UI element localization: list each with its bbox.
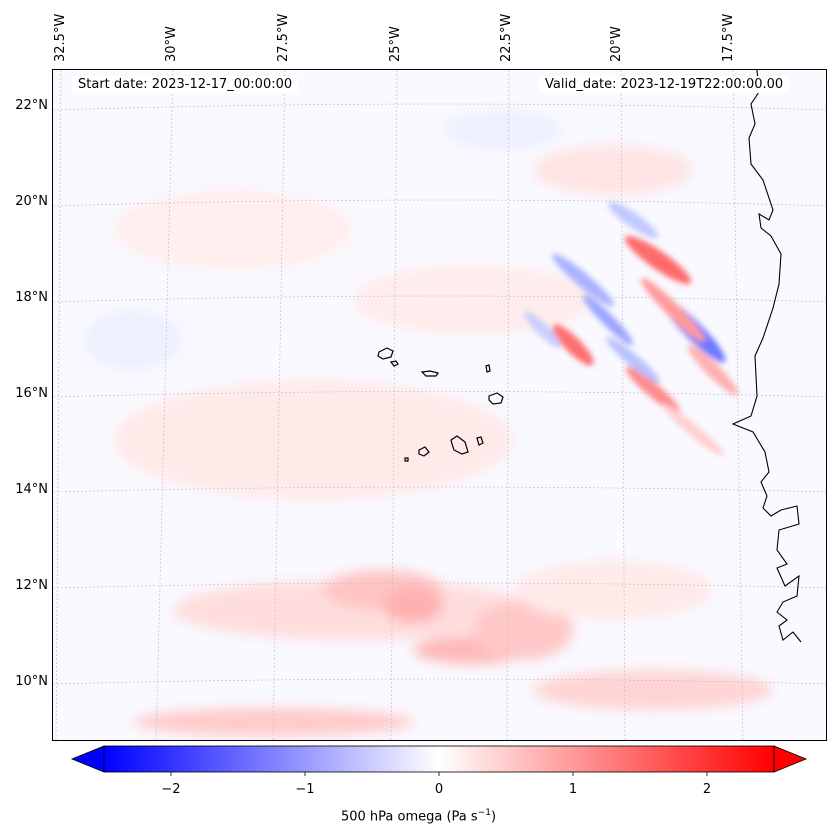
graticule: [53, 70, 826, 740]
colorbar-high-extend: [773, 745, 808, 773]
lat-tick: 14°N: [15, 482, 48, 497]
colorbar-gradient: [103, 745, 775, 773]
colorbar-tick: 1: [568, 782, 578, 797]
colorbar-tick: −1: [295, 782, 315, 797]
cape-verde-islands: [377, 347, 504, 462]
lon-tick: 30°W: [164, 26, 179, 62]
valid-date-label: Valid_date: 2023-12-19T22:00:00.00: [539, 76, 790, 93]
lon-tick: 32.5°W: [53, 13, 68, 62]
map-panel: [52, 69, 827, 741]
lon-tick: 17.5°W: [721, 13, 736, 62]
west-africa-coastline: [731, 70, 802, 643]
omega-field-map: [53, 70, 826, 740]
colorbar-low-extend: [70, 745, 105, 773]
lat-tick: 18°N: [15, 290, 48, 305]
lat-tick: 22°N: [15, 98, 48, 113]
start-date-label: Start date: 2023-12-17_00:00:00: [72, 76, 299, 93]
lat-tick: 10°N: [15, 674, 48, 689]
colorbar-label: 500 hPa omega (Pa s−1): [340, 808, 497, 825]
lon-tick: 22.5°W: [499, 13, 514, 62]
lon-tick: 27.5°W: [276, 13, 291, 62]
lon-tick: 20°W: [609, 26, 624, 62]
omega-contours: [83, 110, 773, 736]
lat-tick: 20°N: [15, 194, 48, 209]
lat-tick: 12°N: [15, 578, 48, 593]
colorbar-tick: −2: [161, 782, 181, 797]
lat-tick: 16°N: [15, 386, 48, 401]
colorbar-tick: 0: [434, 782, 444, 797]
colorbar-tick: 2: [702, 782, 712, 797]
lon-tick: 25°W: [388, 26, 403, 62]
